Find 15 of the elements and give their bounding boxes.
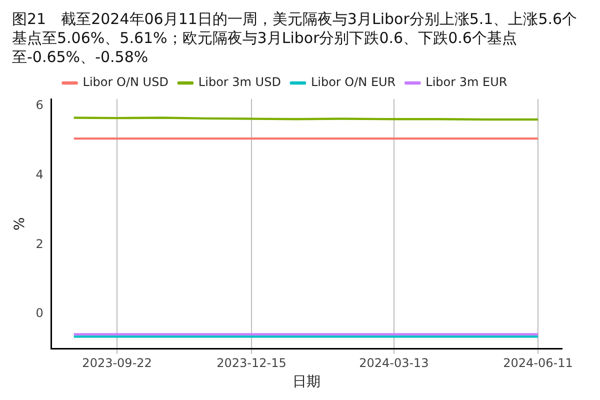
y-tick-label: 6 — [36, 98, 44, 112]
legend-label: Libor O/N USD — [82, 75, 168, 90]
legend-label: Libor O/N EUR — [310, 75, 396, 90]
x-tick-label: 2024-03-13 — [359, 356, 429, 370]
x-axis-title: 日期 — [292, 374, 321, 390]
y-tick-label: 0 — [36, 306, 44, 320]
y-axis-title: % — [12, 217, 28, 231]
x-tick-label: 2023-09-22 — [82, 356, 152, 370]
chart-title: 图21 截至2024年06月11日的一周，美元隔夜与3月Libor分别上涨5.1、上涨5.6个基点至5.06%、5.61%；欧元隔夜与3月Libor分别下跌0.6、下跌0.6个基点至-0.65%、-0.58% — [11, 9, 578, 67]
legend-label: Libor 3m EUR — [426, 75, 508, 90]
y-tick-label: 2 — [36, 236, 44, 251]
x-tick-label: 2024-06-11 — [503, 356, 573, 370]
y-tick-label: 4 — [36, 167, 44, 182]
x-tick-label: 2023-12-15 — [216, 356, 286, 370]
legend-label: Libor 3m USD — [198, 75, 281, 90]
